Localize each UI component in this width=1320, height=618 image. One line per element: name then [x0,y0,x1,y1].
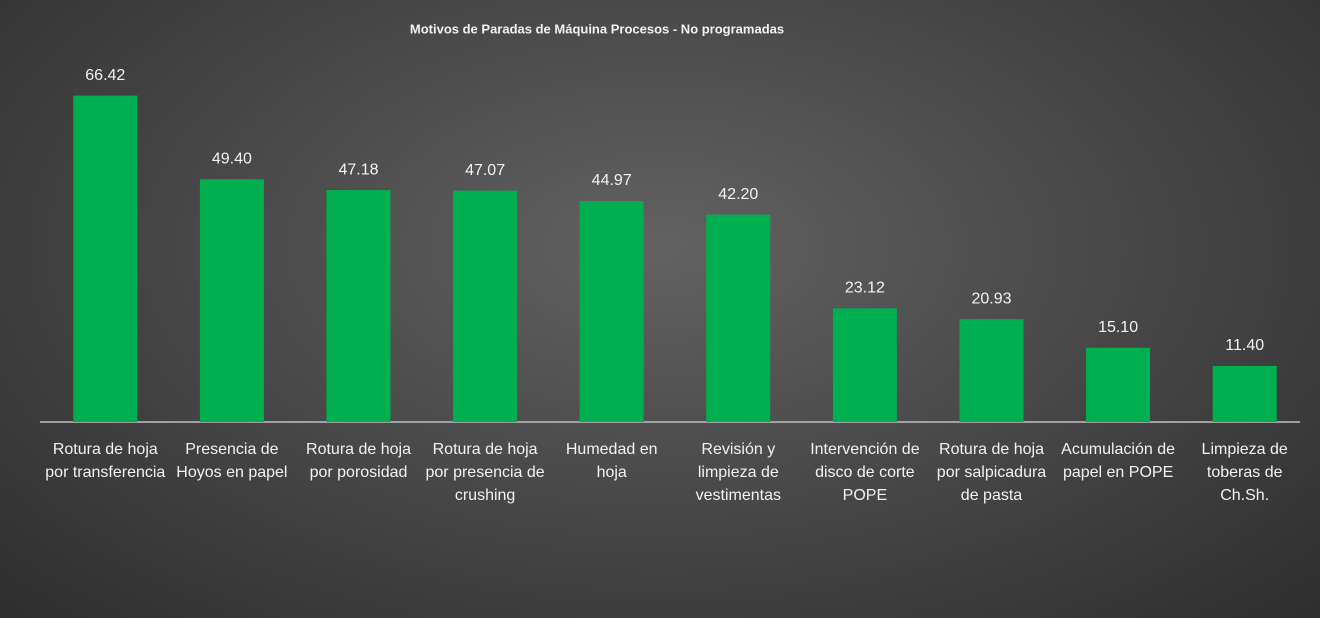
bar [453,190,518,422]
bar [706,214,771,422]
x-tick-label: Rotura de hoja por porosidad [306,441,411,481]
bar [1212,365,1277,422]
x-tick-label: Revisión y limpieza de vestimentas [695,441,781,504]
x-tick-label: Limpieza de toberas de Ch.Sh. [1201,441,1288,504]
bar [326,190,391,422]
data-label: 44.97 [592,172,632,189]
chart-title: Motivos de Paradas de Máquina Procesos -… [410,21,784,36]
x-tick-label: Intervención de disco de corte POPE [810,441,920,504]
data-label: 20.93 [971,290,1011,307]
bar [73,95,138,422]
x-tick-label: Presencia de Hoyos en papel [176,441,288,481]
data-label: 47.18 [338,161,378,178]
bar [1086,347,1151,422]
data-label: 11.40 [1225,337,1264,354]
bar [579,201,644,422]
x-tick-label: Rotura de hoja por salpicadura de pasta [936,441,1047,504]
x-tick-label: Acumulación de papel en POPE [1061,441,1176,481]
data-label: 15.10 [1098,319,1138,336]
data-label: 49.40 [212,150,252,167]
data-label: 23.12 [845,280,885,297]
bar [199,179,264,422]
data-label: 42.20 [718,186,758,203]
bar [832,308,897,422]
x-tick-label: Humedad en hoja [565,441,658,481]
data-label: 47.07 [465,162,505,179]
x-tick-label: Rotura de hoja por presencia de crushing [425,441,545,504]
bar [959,319,1024,422]
x-tick-label: Rotura de hoja por transferencia [45,441,166,481]
data-label: 66.42 [85,67,125,84]
